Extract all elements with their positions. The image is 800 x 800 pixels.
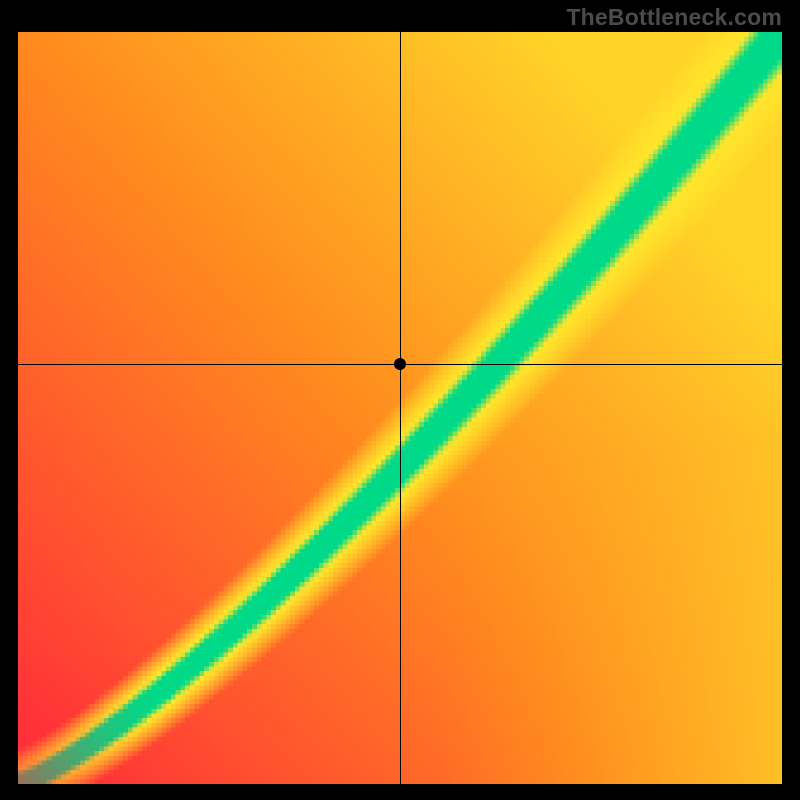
marker-dot — [394, 358, 406, 370]
bottleneck-heatmap — [18, 32, 782, 784]
watermark: TheBottleneck.com — [566, 4, 782, 31]
crosshair-vertical — [400, 32, 401, 784]
